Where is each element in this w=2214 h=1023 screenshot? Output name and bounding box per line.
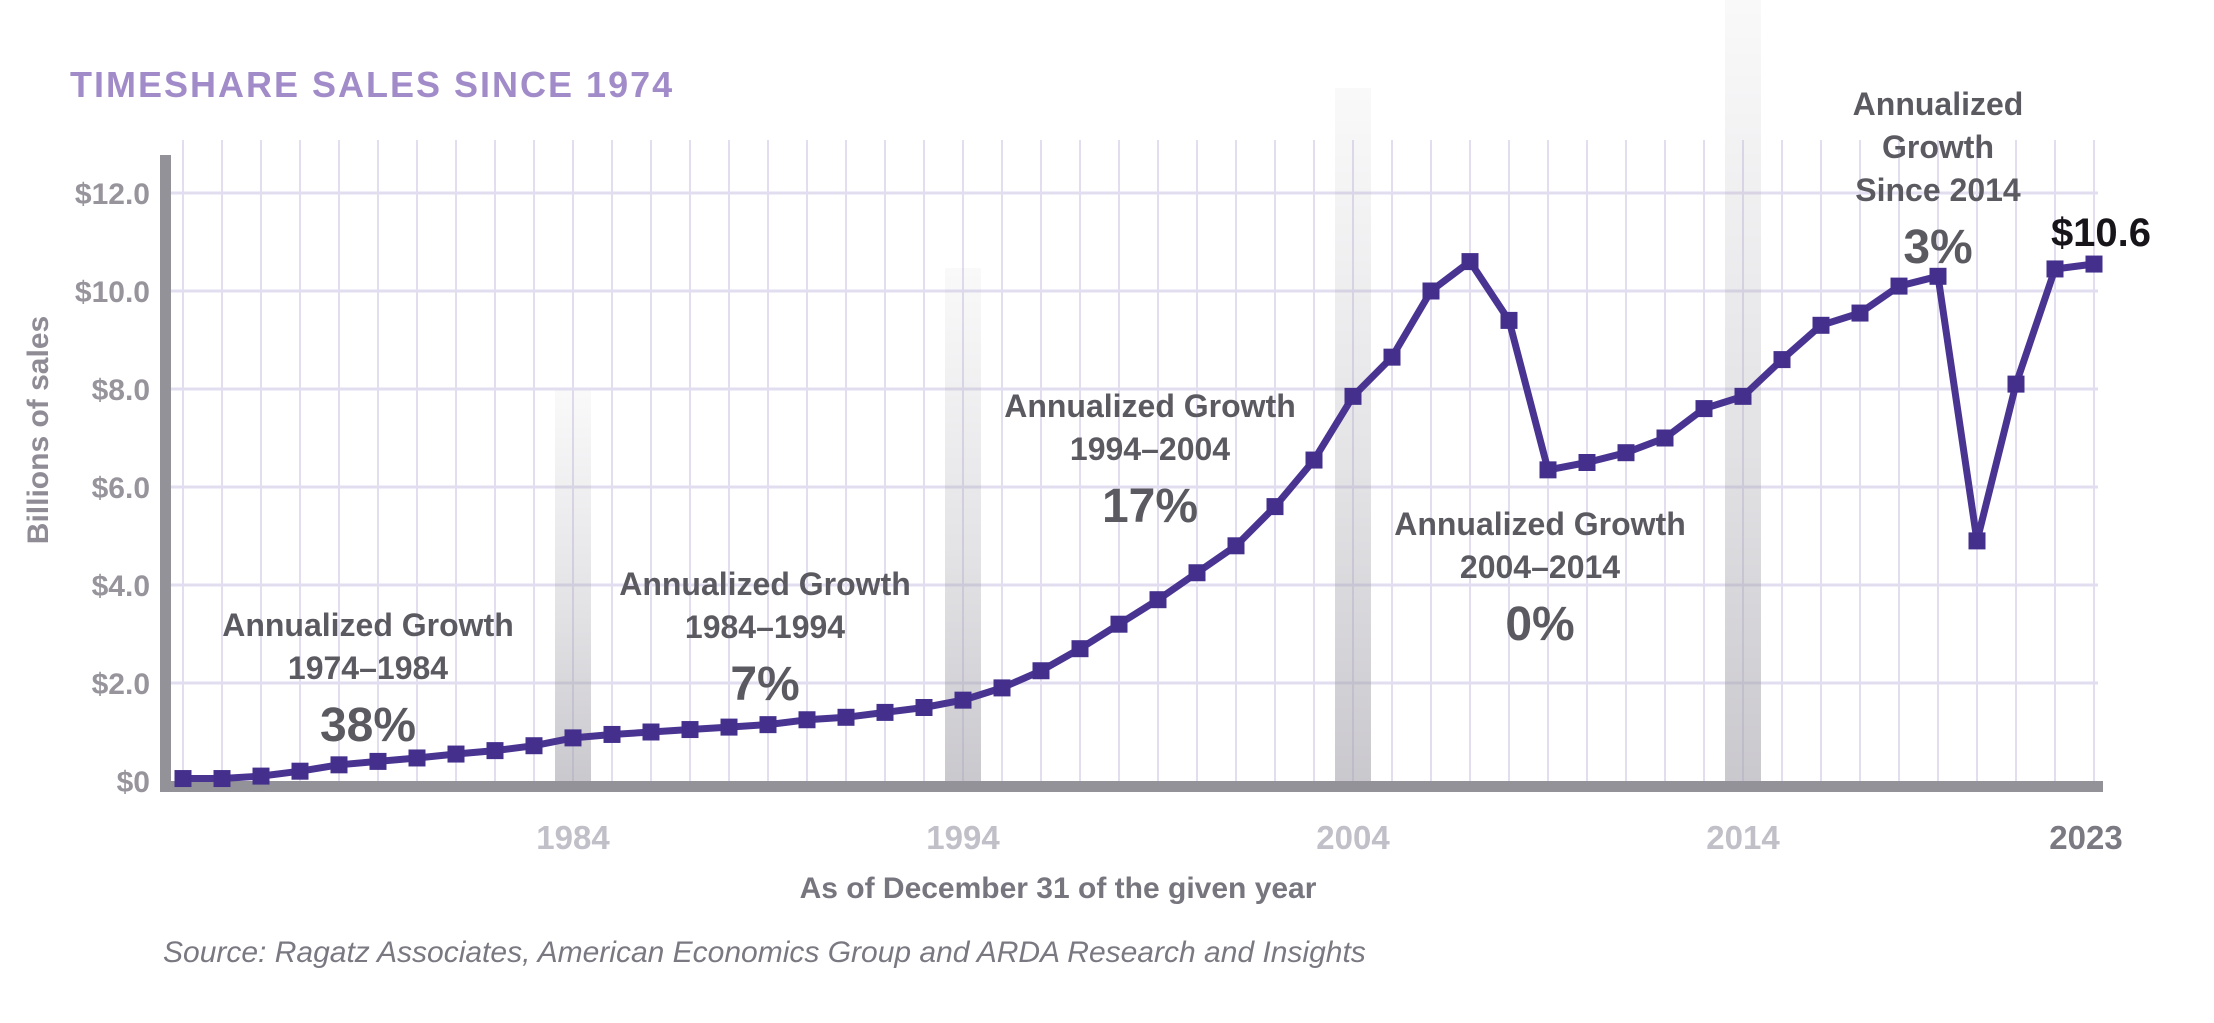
data-point-2003 [1305,451,1323,469]
data-point-1986 [642,723,660,741]
data-point-2022 [2046,260,2064,278]
y-tick-label-8: $8.0 [92,374,150,407]
data-point-1974 [174,770,192,788]
data-point-2012 [1656,429,1674,447]
data-point-1989 [759,716,777,734]
annotation-4-line-0: Annualized [1853,86,2024,122]
annotation-1-value: 7% [730,658,799,711]
source-note: Source: Ragatz Associates, American Econ… [163,936,1366,969]
value-gridlines [171,191,2098,685]
data-point-1981 [447,745,465,763]
decade-band-2004 [1335,88,1371,781]
data-point-1983 [525,737,543,755]
data-point-2017 [1851,304,1869,322]
x-tick-label-2004: 2004 [1316,819,1390,856]
data-point-1998 [1110,615,1128,633]
annotation-1-line-0: Annualized Growth [619,566,911,602]
data-point-1992 [876,703,894,721]
annotation-2-line-0: Annualized Growth [1004,388,1296,424]
annotation-3-line-0: Annualized Growth [1394,506,1686,542]
data-point-2001 [1227,537,1245,555]
data-point-markers [174,253,2103,788]
y-tick-label-6: $6.0 [92,472,150,505]
data-point-1979 [369,752,387,770]
data-point-2005 [1383,348,1401,366]
data-point-1980 [408,749,426,767]
data-point-1988 [720,718,738,736]
data-point-1976 [252,767,270,785]
annotation-0-line-0: Annualized Growth [222,607,514,643]
data-point-1975 [213,770,231,788]
data-point-1995 [993,679,1011,697]
y-axis-tick-labels: $12.0 $10.0 $8.0 $6.0 $4.0 $2.0 $0 [75,178,150,799]
x-tick-label-1994: 1994 [926,819,1000,856]
growth-annotations: Annualized Growth 1974–1984 38% Annualized … [222,86,2023,752]
data-point-2020 [1968,532,1986,550]
decade-band-1984 [555,390,591,781]
data-point-1997 [1071,640,1089,658]
y-tick-label-2: $2.0 [92,668,150,701]
x-axis-tick-labels: 1984 1994 2004 2014 2023 [536,819,2122,856]
annotation-4-value: 3% [1903,221,1972,274]
data-point-2023 [2085,255,2103,273]
data-point-1982 [486,742,504,760]
data-point-2002 [1266,498,1284,516]
annotation-4-line-1: Growth [1882,129,1994,165]
annotation-3-line-1: 2004–2014 [1460,549,1620,585]
annotation-0-value: 38% [320,699,416,752]
data-point-2014 [1734,387,1752,405]
y-axis-line [160,155,171,792]
data-point-1978 [330,756,348,774]
annotation-2-value: 17% [1102,480,1198,533]
data-point-1999 [1149,591,1167,609]
data-point-1985 [603,725,621,743]
data-point-2007 [1461,253,1479,271]
y-tick-label-12: $12.0 [75,178,150,211]
y-tick-label-0: $0 [117,766,150,799]
data-point-2010 [1578,454,1596,471]
data-point-1977 [291,762,309,780]
data-point-2013 [1695,400,1713,418]
data-point-1993 [915,699,933,716]
final-value-label: $10.6 [2051,211,2151,255]
data-point-1991 [837,708,855,726]
data-point-1990 [798,711,816,729]
data-point-1987 [681,721,699,739]
data-point-2006 [1422,282,1440,300]
data-point-2000 [1188,564,1206,582]
data-point-1996 [1032,662,1050,680]
y-axis-title: Billions of sales [22,316,55,544]
annotation-3-value: 0% [1505,598,1574,651]
x-tick-label-2014: 2014 [1706,819,1780,856]
data-point-2008 [1500,311,1518,329]
data-point-2021 [2007,375,2025,393]
data-point-2009 [1539,461,1557,479]
data-point-2016 [1812,316,1830,334]
annotation-4-line-2: Since 2014 [1855,172,2021,208]
x-axis-title: As of December 31 of the given year [800,872,1317,905]
data-point-2011 [1617,444,1635,462]
chart-title: TIMESHARE SALES SINCE 1974 [70,64,675,105]
y-tick-label-10: $10.0 [75,276,150,309]
y-tick-label-4: $4.0 [92,570,150,603]
annotation-1-line-1: 1984–1994 [685,609,845,645]
x-axis-line [160,781,2103,792]
x-tick-label-1984: 1984 [536,819,610,856]
annotation-2-line-1: 1994–2004 [1070,431,1230,467]
data-point-1994 [954,691,972,709]
data-point-2019 [1929,267,1947,285]
data-point-2018 [1890,277,1908,295]
data-point-2015 [1773,351,1791,369]
data-point-1984 [564,729,582,747]
data-point-2004 [1344,387,1362,405]
x-tick-label-2023: 2023 [2049,819,2122,856]
annotation-0-line-1: 1974–1984 [288,650,448,686]
